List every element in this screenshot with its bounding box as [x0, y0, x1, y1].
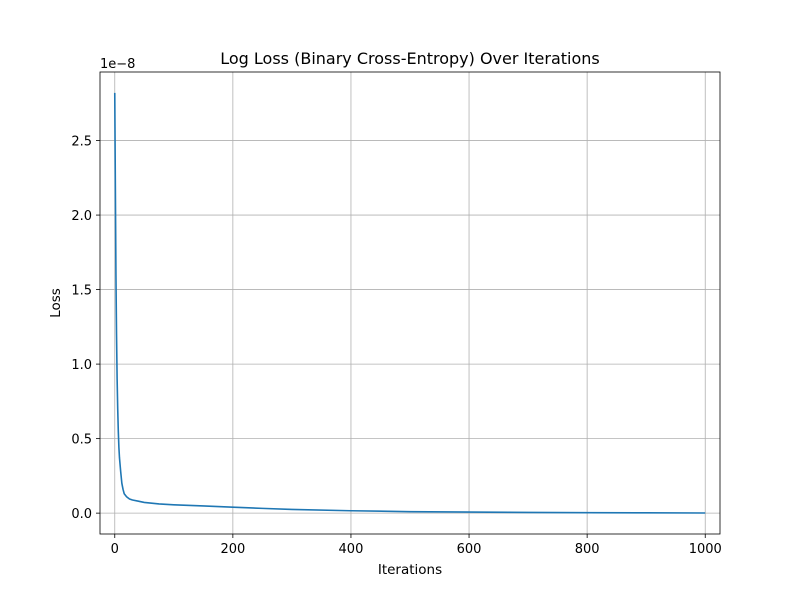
y-tick-label: 2.0 [71, 209, 92, 224]
y-tick-label: 1.5 [71, 284, 92, 299]
y-tick-label: 0.5 [71, 433, 92, 448]
y-offset-text: 1e−8 [100, 57, 135, 72]
grid [100, 72, 720, 534]
x-tick-label: 200 [220, 542, 245, 557]
x-axis-label: Iterations [378, 562, 442, 578]
y-tick-label: 2.5 [71, 135, 92, 150]
x-tick-label: 600 [457, 542, 482, 557]
x-axis: 0 200 400 600 800 1000 [111, 534, 722, 557]
y-axis: 0.0 0.5 1.0 1.5 2.0 2.5 [71, 135, 100, 522]
x-tick-label: 0 [111, 542, 119, 557]
x-tick-label: 400 [339, 542, 364, 557]
chart-title: Log Loss (Binary Cross-Entropy) Over Ite… [220, 49, 599, 68]
y-tick-label: 1.0 [71, 358, 92, 373]
y-tick-label: 0.0 [71, 507, 92, 522]
series-layer [113, 92, 706, 514]
x-tick-label: 1000 [689, 542, 722, 557]
loss-line [113, 92, 706, 514]
y-axis-label: Loss [48, 288, 64, 318]
x-tick-label: 800 [575, 542, 600, 557]
plot-frame [99, 71, 721, 535]
